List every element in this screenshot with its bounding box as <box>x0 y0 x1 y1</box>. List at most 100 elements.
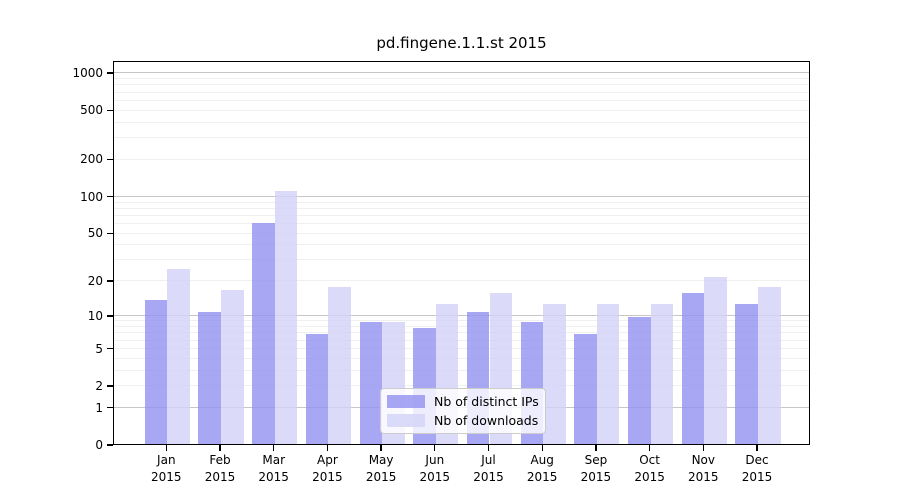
x-tick-sep <box>595 445 597 451</box>
gridline-minor-4 <box>114 357 809 359</box>
y-label-50: 50 <box>87 226 103 241</box>
bar-downloads-nov <box>704 277 727 445</box>
gridline-minor-6 <box>114 339 809 341</box>
bar-ips-apr <box>305 334 329 445</box>
x-tick-jan <box>165 445 167 451</box>
bar-downloads-sep <box>596 303 620 445</box>
y-tick-20 <box>107 280 113 282</box>
bar-ips-sep <box>574 334 597 445</box>
gridline-minor-90 <box>114 201 809 203</box>
y-tick-500 <box>107 109 113 111</box>
x-label-apr: Apr 2015 <box>312 453 343 484</box>
y-tick-0 <box>107 444 113 446</box>
gridline-minor-8 <box>114 326 809 328</box>
y-tick-50 <box>107 232 113 234</box>
x-label-jan: Jan 2015 <box>151 453 182 484</box>
y-label-200: 200 <box>80 152 103 167</box>
bar-downloads-feb <box>221 290 244 445</box>
x-label-oct: Oct 2015 <box>634 453 665 484</box>
y-tick-10 <box>107 315 113 317</box>
y-label-10: 10 <box>87 308 103 323</box>
plot-area: Nb of distinct IPs Nb of downloads <box>113 61 810 445</box>
x-tick-apr <box>326 445 329 451</box>
y-label-1: 1 <box>95 400 103 415</box>
gridline-major-1000 <box>114 72 809 74</box>
legend: Nb of distinct IPs Nb of downloads <box>380 388 546 434</box>
bar-downloads-apr <box>328 287 351 445</box>
x-tick-jul <box>487 445 490 451</box>
y-tick-5 <box>107 347 113 350</box>
legend-entry-distinct-ips: Nb of distinct IPs <box>387 394 539 409</box>
bar-downloads-aug <box>543 303 566 445</box>
x-tick-dec <box>756 445 758 451</box>
y-label-100: 100 <box>80 189 103 204</box>
x-label-mar: Mar 2015 <box>258 453 289 484</box>
gridline-minor-60 <box>114 223 809 225</box>
bar-ips-may <box>359 322 383 445</box>
legend-entry-downloads: Nb of downloads <box>387 413 539 428</box>
y-label-1000: 1000 <box>72 66 103 80</box>
gridline-minor-200 <box>114 158 809 160</box>
gridline-minor-600 <box>114 99 809 101</box>
y-label-5: 5 <box>95 341 103 356</box>
y-label-2: 2 <box>95 378 103 393</box>
y-label-20: 20 <box>87 274 103 289</box>
legend-label-downloads: Nb of downloads <box>434 413 539 428</box>
gridline-minor-900 <box>114 78 809 80</box>
gridline-minor-70 <box>114 214 809 216</box>
y-label-0: 0 <box>95 438 103 452</box>
gridline-minor-80 <box>114 207 809 209</box>
x-label-jul: Jul 2015 <box>473 453 504 484</box>
gridline-minor-30 <box>114 259 809 261</box>
bar-downloads-oct <box>650 303 674 445</box>
bar-ips-oct <box>628 316 651 445</box>
x-tick-nov <box>702 445 704 451</box>
x-tick-aug <box>541 445 543 451</box>
x-label-may: May 2015 <box>365 453 397 484</box>
legend-swatch-downloads <box>387 414 425 427</box>
gridline-minor-700 <box>114 91 809 93</box>
bar-downloads-mar <box>274 191 298 445</box>
x-tick-jun <box>434 445 436 451</box>
x-tick-feb <box>219 445 221 451</box>
x-label-aug: Aug 2015 <box>526 453 558 484</box>
gridline-minor-3 <box>114 369 809 371</box>
gridline-minor-800 <box>114 84 809 86</box>
y-tick-2 <box>107 385 113 387</box>
bar-ips-feb <box>198 312 221 445</box>
bar-ips-dec <box>735 303 758 445</box>
bar-ips-mar <box>252 222 275 445</box>
y-tick-100 <box>107 195 113 198</box>
legend-swatch-distinct-ips <box>387 395 425 408</box>
gridline-minor-20 <box>114 280 809 282</box>
x-label-feb: Feb 2015 <box>204 453 236 484</box>
gridline-minor-2 <box>114 385 809 387</box>
gridline-minor-40 <box>114 244 809 246</box>
bar-downloads-dec <box>758 287 781 445</box>
y-tick-1 <box>107 406 113 409</box>
y-tick-1000 <box>107 72 113 74</box>
x-label-nov: Nov 2015 <box>688 453 719 484</box>
gridline-minor-7 <box>114 332 809 334</box>
bar-ips-jan <box>144 300 168 445</box>
gridline-major-100 <box>114 195 809 197</box>
x-label-jun: Jun 2015 <box>419 453 451 484</box>
gridline-minor-9 <box>114 320 809 322</box>
y-tick-200 <box>107 158 113 161</box>
chart-title: pd.fingene.1.1.st 2015 <box>376 34 547 52</box>
gridline-minor-50 <box>114 232 809 234</box>
x-tick-mar <box>273 445 275 451</box>
gridline-minor-500 <box>114 109 809 111</box>
gridline-minor-300 <box>114 137 809 139</box>
bar-ips-nov <box>681 293 705 445</box>
gridline-major-10 <box>114 315 809 317</box>
x-tick-oct <box>648 445 651 451</box>
bar-downloads-jan <box>167 268 190 445</box>
gridline-minor-5 <box>114 347 809 349</box>
x-label-dec: Dec 2015 <box>741 453 773 484</box>
x-tick-may <box>380 445 382 451</box>
y-label-500: 500 <box>80 103 103 118</box>
gridline-minor-400 <box>114 121 809 123</box>
legend-label-distinct-ips: Nb of distinct IPs <box>434 394 539 409</box>
